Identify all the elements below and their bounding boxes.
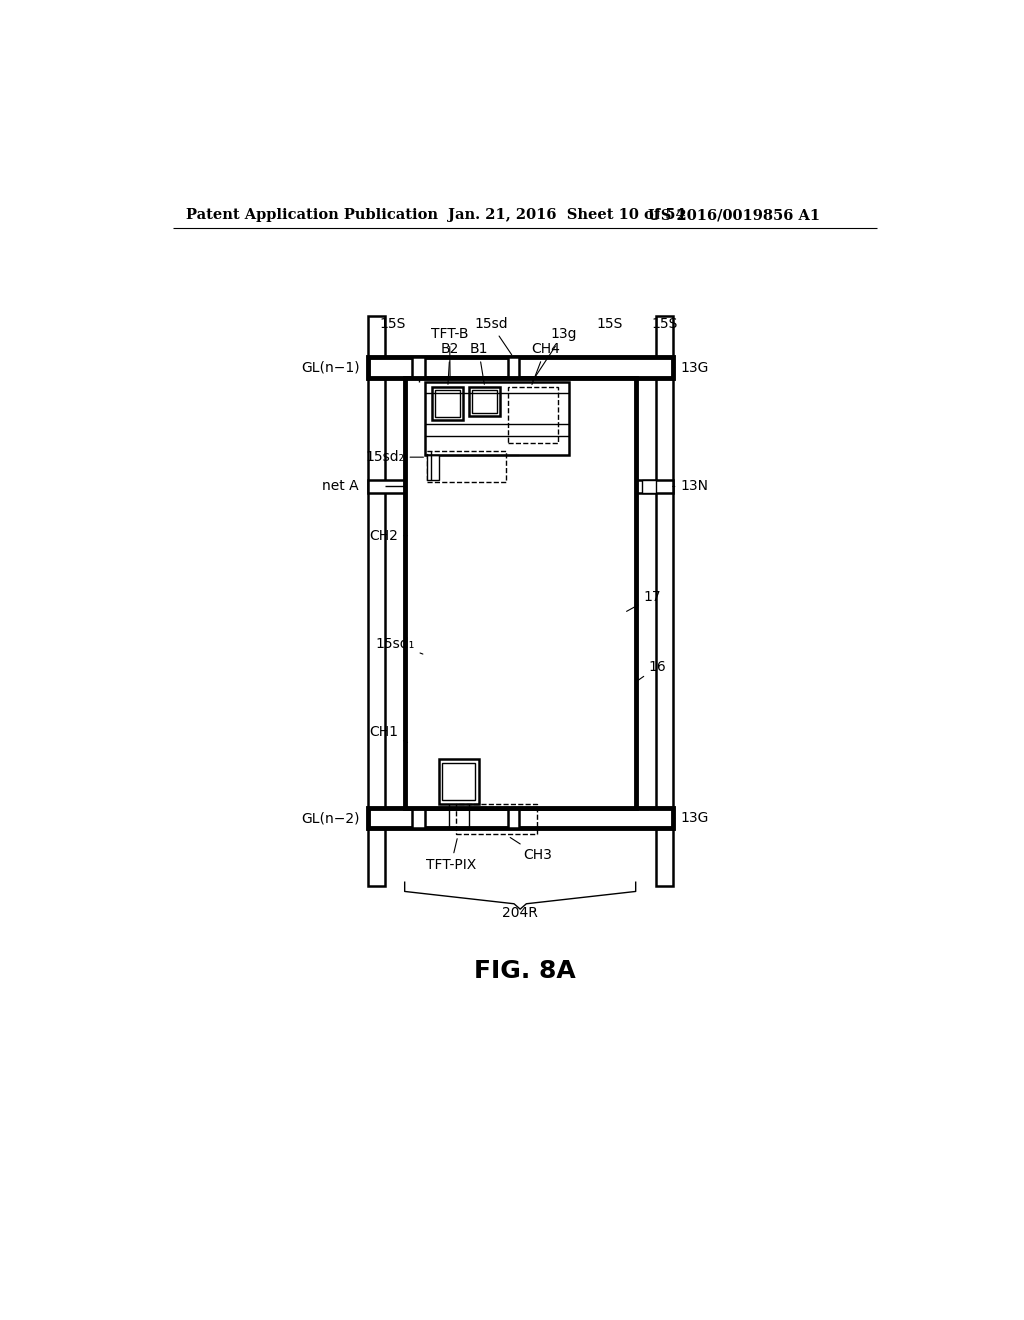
Text: CH1: CH1 xyxy=(370,725,408,742)
Bar xyxy=(642,480,655,492)
Text: TFT-PIX: TFT-PIX xyxy=(426,838,476,873)
Bar xyxy=(368,480,673,492)
Bar xyxy=(425,381,569,455)
Text: 13G: 13G xyxy=(673,360,709,375)
Text: 13g: 13g xyxy=(532,327,577,381)
Text: B2: B2 xyxy=(441,342,460,384)
Bar xyxy=(412,358,425,829)
Bar xyxy=(438,759,478,804)
Text: 15sd₂: 15sd₂ xyxy=(366,450,424,465)
Bar xyxy=(368,358,673,378)
Text: 15sd: 15sd xyxy=(474,317,512,355)
Text: Patent Application Publication: Patent Application Publication xyxy=(186,209,438,222)
Bar xyxy=(508,358,519,829)
Text: GL(n−2): GL(n−2) xyxy=(301,812,360,825)
Bar xyxy=(655,317,673,886)
Text: TFT-B: TFT-B xyxy=(431,327,468,379)
Bar xyxy=(368,317,385,886)
Bar xyxy=(368,808,673,829)
Text: 13G: 13G xyxy=(673,812,709,825)
Text: 15sd₁: 15sd₁ xyxy=(376,636,423,655)
Text: 15S: 15S xyxy=(379,317,406,331)
Bar xyxy=(615,378,625,808)
Text: 17: 17 xyxy=(627,590,662,611)
Bar xyxy=(427,451,506,482)
Text: US 2016/0019856 A1: US 2016/0019856 A1 xyxy=(648,209,820,222)
Bar xyxy=(469,387,500,416)
Text: 13N: 13N xyxy=(673,479,709,494)
Bar xyxy=(442,763,475,800)
Text: CH2: CH2 xyxy=(370,529,408,543)
Bar xyxy=(472,391,497,413)
Bar xyxy=(404,378,636,808)
Bar xyxy=(435,391,460,417)
Bar xyxy=(456,804,538,834)
Text: FIG. 8A: FIG. 8A xyxy=(474,958,575,983)
Text: B1: B1 xyxy=(469,342,487,384)
Bar xyxy=(508,387,558,444)
Text: 204R: 204R xyxy=(502,906,539,920)
Bar xyxy=(427,455,439,480)
Text: 15S: 15S xyxy=(596,317,623,331)
Text: net A: net A xyxy=(322,479,358,494)
Text: GL(n−1): GL(n−1) xyxy=(301,360,360,375)
Text: 16: 16 xyxy=(638,660,667,680)
Text: Jan. 21, 2016  Sheet 10 of 54: Jan. 21, 2016 Sheet 10 of 54 xyxy=(447,209,685,222)
Text: CH3: CH3 xyxy=(510,837,552,862)
Text: CH4: CH4 xyxy=(531,342,560,384)
Bar xyxy=(432,387,463,420)
Text: 15S: 15S xyxy=(651,317,677,331)
